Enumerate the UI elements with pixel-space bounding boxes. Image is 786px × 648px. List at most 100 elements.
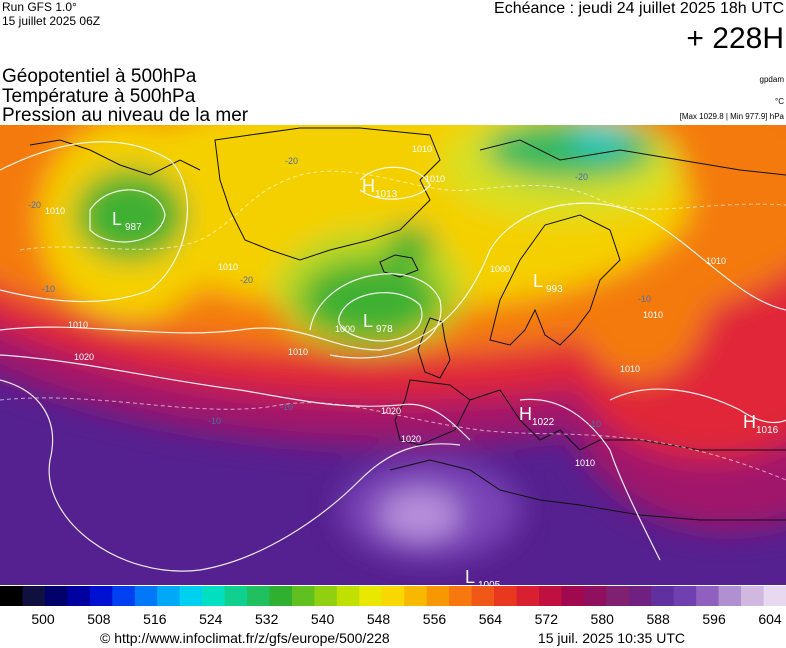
colorbar-swatch: [606, 586, 630, 606]
colorbar-swatch: [628, 586, 652, 606]
temperature-label: -10: [208, 416, 221, 426]
run-label: Run GFS 1.0°: [2, 0, 77, 14]
isobar-label: 1000: [335, 324, 355, 334]
colorbar-tick-label: 500: [31, 611, 55, 627]
colorbar-tick-label: 580: [591, 611, 615, 627]
unit-label: °C: [775, 97, 784, 106]
colorbar-tick-label: 604: [758, 611, 782, 627]
temperature-label: -10: [588, 419, 601, 429]
colorbar-swatch: [561, 586, 585, 606]
isobar-label: 1010: [288, 347, 308, 357]
colorbar-swatch: [179, 586, 203, 606]
colorbar-swatch: [696, 586, 720, 606]
temperature-label: -10: [42, 284, 55, 294]
colorbar-swatch: [449, 586, 473, 606]
colorbar-tick-label: 508: [87, 611, 111, 627]
colorbar-swatch: [516, 586, 540, 606]
isobar-label: 1020: [401, 434, 421, 444]
colorbar-tick-label: 564: [479, 611, 503, 627]
pressure-center-type: L: [533, 271, 543, 291]
colorbar-swatch: [426, 586, 450, 606]
isobar-label: 1010: [575, 458, 595, 468]
colorbar-swatch: [291, 586, 315, 606]
pressure-center-value: 1022: [532, 417, 555, 428]
temperature-label: -10: [280, 402, 293, 412]
isobar-label: 1020: [381, 406, 401, 416]
pressure-center-type: H: [362, 176, 375, 196]
temperature-label: -20: [240, 275, 253, 285]
isobar-label: 1010: [643, 310, 663, 320]
pressure-center-value: 987: [125, 222, 142, 233]
colorbar-swatch: [22, 586, 46, 606]
pressure-center-type: H: [743, 412, 756, 432]
colorbar-tick-label: 588: [646, 611, 670, 627]
isobar-label: 1010: [68, 320, 88, 330]
colorbar-swatch: [224, 586, 248, 606]
isobar-label: 1010: [706, 256, 726, 266]
valid-time: Echéance : jeudi 24 juillet 2025 18h UTC: [494, 0, 784, 17]
colorbar-swatch: [0, 586, 23, 606]
temperature-label: -20: [285, 156, 298, 166]
colorbar-swatch: [381, 586, 405, 606]
colorbar-swatch: [202, 586, 226, 606]
isobar-label: 1010: [425, 174, 445, 184]
generated-time: 15 juil. 2025 10:35 UTC: [538, 630, 685, 646]
pressure-center-type: L: [112, 209, 122, 229]
colorbar-tick-label: 548: [367, 611, 391, 627]
colorbar-swatch: [44, 586, 68, 606]
pressure-range: [Max 1029.8 | Min 977.9] hPa: [680, 112, 785, 121]
pressure-center-value: 1016: [756, 425, 779, 436]
colorbar-swatch: [157, 586, 181, 606]
isobar-label: 1010: [218, 262, 238, 272]
colorbar-swatch: [269, 586, 293, 606]
colorbar-swatch: [538, 586, 562, 606]
colorbar-tick-label: 556: [423, 611, 447, 627]
colorbar-swatch: [67, 586, 91, 606]
pressure-center-value: 993: [546, 284, 563, 295]
lead-time: + 228H: [686, 22, 784, 55]
field-title: Pression au niveau de la mer: [2, 105, 249, 126]
pressure-center-type: H: [519, 404, 532, 424]
temperature-label: -10: [638, 294, 651, 304]
isobar-label: 1010: [620, 364, 640, 374]
map: [0, 125, 786, 585]
colorbar-swatch: [359, 586, 383, 606]
colorbar-swatch: [718, 586, 742, 606]
isobar-label: 1020: [74, 352, 94, 362]
colorbar-swatch: [651, 586, 675, 606]
colorbar-swatch: [741, 586, 765, 606]
pressure-center-value: 1013: [375, 189, 398, 200]
colorbar-swatch: [673, 586, 697, 606]
colorbar-swatch: [112, 586, 136, 606]
field-title: Géopotentiel à 500hPa: [2, 66, 197, 87]
isobar-label: 1000: [490, 264, 510, 274]
colorbar-swatch: [583, 586, 607, 606]
colorbar-swatch: [471, 586, 495, 606]
field-title: Température à 500hPa: [2, 86, 196, 107]
run-date: 15 juillet 2025 06Z: [2, 14, 100, 28]
colorbar-swatch: [247, 586, 270, 606]
unit-label: gpdam: [760, 75, 785, 84]
isobar-label: 1010: [45, 206, 65, 216]
pressure-center-value: 1005: [478, 580, 501, 591]
pressure-center-type: L: [465, 567, 475, 587]
colorbar-swatch: [89, 586, 113, 606]
colorbar-swatch: [314, 586, 338, 606]
colorbar-swatch: [494, 586, 518, 606]
colorbar-tick-label: 572: [535, 611, 559, 627]
temperature-label: -20: [575, 172, 588, 182]
isobar-label: 1010: [412, 144, 432, 154]
colorbar-tick-label: 596: [702, 611, 726, 627]
pressure-center-type: L: [363, 311, 373, 331]
colorbar-swatch: [404, 586, 428, 606]
colorbar-swatch: [336, 586, 360, 606]
colorbar: 500 508 516 524 532 540 548 556 564 572 580 588 596 6…: [0, 586, 786, 627]
colorbar-tick-label: 532: [255, 611, 279, 627]
temperature-label: -20: [28, 200, 41, 210]
colorbar-swatch: [763, 586, 786, 606]
colorbar-tick-label: 516: [143, 611, 167, 627]
colorbar-swatch: [134, 586, 158, 606]
colorbar-tick-label: 540: [311, 611, 335, 627]
